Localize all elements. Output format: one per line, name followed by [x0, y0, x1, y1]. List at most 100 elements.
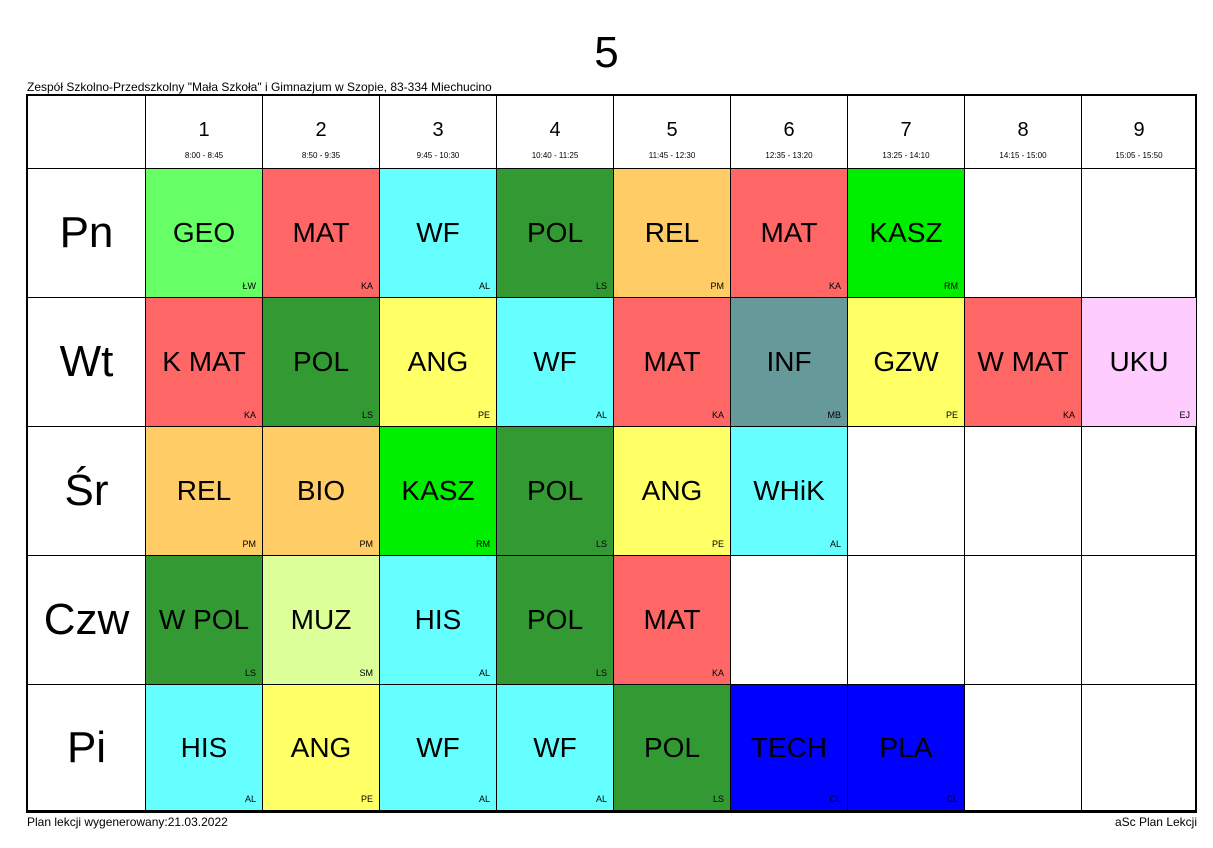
lesson-teacher: AL [478, 281, 490, 291]
lesson-teacher: LS [712, 794, 724, 804]
timetable-grid: 1 8:00 - 8:45 2 8:50 - 9:35 3 9:45 - 10:30 4 10… [26, 94, 1197, 813]
period-time: 15:05 - 15:50 [1115, 151, 1163, 160]
lesson-cell[interactable]: POL LS [497, 556, 614, 685]
lesson-cell[interactable]: MAT KA [731, 169, 848, 298]
period-header: 8 14:15 - 15:00 [965, 96, 1082, 169]
lesson-cell[interactable]: INF MB [731, 298, 848, 427]
lesson-subject: POL [526, 604, 584, 635]
period-header: 7 13:25 - 14:10 [848, 96, 965, 169]
lesson-subject: BIO [296, 475, 346, 506]
lesson-teacher: MB [827, 410, 842, 420]
lesson-subject: PLA [879, 731, 933, 763]
lesson-subject: ANG [407, 346, 469, 377]
lesson-cell[interactable]: MAT KA [263, 169, 380, 298]
lesson-cell[interactable]: REL PM [614, 169, 731, 298]
lesson-subject: GZW [873, 346, 939, 377]
lesson-subject: POL [526, 217, 584, 248]
lesson-teacher: EJ [1179, 410, 1190, 420]
period-time: 14:15 - 15:00 [999, 151, 1047, 160]
period-number: 4 [549, 119, 561, 141]
lesson-subject: REL [176, 475, 232, 506]
period-number: 2 [315, 119, 327, 141]
lesson-cell[interactable]: HIS AL [380, 556, 497, 685]
corner-cell [28, 96, 146, 169]
period-header: 3 9:45 - 10:30 [380, 96, 497, 169]
day-name: Śr [64, 466, 109, 515]
lesson-teacher: PM [359, 539, 374, 549]
period-number: 1 [198, 119, 210, 141]
lesson-cell[interactable]: POL LS [497, 169, 614, 298]
period-header: 1 8:00 - 8:45 [146, 96, 263, 169]
lesson-cell[interactable]: K MAT KA [146, 298, 263, 427]
lesson-cell[interactable]: BIO PM [263, 427, 380, 556]
empty-cell [731, 556, 848, 685]
lesson-teacher: PE [711, 539, 724, 549]
period-time: 11:45 - 12:30 [648, 151, 696, 160]
lesson-cell[interactable]: REL PM [146, 427, 263, 556]
lesson-cell[interactable]: WF AL [497, 685, 614, 811]
lesson-cell[interactable]: ANG PE [380, 298, 497, 427]
lesson-cell[interactable]: TECH CL [731, 685, 848, 811]
empty-cell [965, 169, 1082, 298]
lesson-cell[interactable]: UKU EJ [1082, 298, 1197, 427]
lesson-teacher: PM [710, 281, 725, 291]
lesson-cell[interactable]: POL LS [497, 427, 614, 556]
lesson-teacher: PE [945, 410, 958, 420]
lesson-subject: MAT [643, 604, 701, 635]
lesson-cell[interactable]: KASZ RM [380, 427, 497, 556]
day-label: Pn [28, 169, 146, 298]
day-label: Śr [28, 427, 146, 556]
lesson-cell[interactable]: POL LS [614, 685, 731, 811]
lesson-cell[interactable]: GZW PE [848, 298, 965, 427]
empty-cell [1082, 685, 1197, 811]
lesson-teacher: KA [360, 281, 373, 291]
lesson-teacher: AL [595, 794, 607, 804]
lesson-cell[interactable]: MAT KA [614, 298, 731, 427]
lesson-subject: MAT [292, 217, 350, 248]
lesson-cell[interactable]: POL LS [263, 298, 380, 427]
lesson-teacher: LS [361, 410, 373, 420]
period-number: 5 [666, 119, 678, 141]
lesson-cell[interactable]: WF AL [380, 169, 497, 298]
lesson-teacher: LS [595, 281, 607, 291]
lesson-cell[interactable]: WF AL [380, 685, 497, 811]
lesson-teacher: CL [946, 794, 958, 804]
lesson-subject: UKU [1109, 346, 1169, 377]
lesson-cell[interactable]: HIS AL [146, 685, 263, 811]
lesson-subject: POL [292, 346, 350, 377]
lesson-cell[interactable]: ANG PE [614, 427, 731, 556]
day-label: Wt [28, 298, 146, 427]
lesson-cell[interactable]: WF AL [497, 298, 614, 427]
lesson-cell[interactable]: MUZ SM [263, 556, 380, 685]
period-number: 3 [432, 119, 444, 141]
period-header: 2 8:50 - 9:35 [263, 96, 380, 169]
lesson-subject: W MAT [977, 346, 1069, 377]
lesson-cell[interactable]: WHiK AL [731, 427, 848, 556]
lesson-subject: HIS [180, 731, 228, 763]
lesson-subject: REL [644, 217, 700, 248]
school-name: Zespół Szkolno-Przedszkolny "Mała Szkoła… [27, 80, 492, 94]
day-label: Pi [28, 685, 146, 811]
lesson-subject: ANG [641, 475, 703, 506]
lesson-cell[interactable]: GEO ŁW [146, 169, 263, 298]
lesson-cell[interactable]: W POL LS [146, 556, 263, 685]
lesson-teacher: KA [711, 668, 724, 678]
lesson-cell[interactable]: W MAT KA [965, 298, 1082, 427]
period-number: 9 [1133, 119, 1145, 141]
period-time: 8:00 - 8:45 [184, 151, 224, 160]
lesson-teacher: PE [477, 410, 490, 420]
lesson-teacher: AL [829, 539, 841, 549]
day-name: Czw [43, 595, 130, 644]
lesson-subject: K MAT [162, 346, 246, 377]
lesson-teacher: LS [595, 539, 607, 549]
empty-cell [1082, 169, 1197, 298]
lesson-subject: TECH [750, 731, 828, 763]
empty-cell [965, 685, 1082, 811]
lesson-cell[interactable]: ANG PE [263, 685, 380, 811]
lesson-subject: ANG [290, 731, 352, 763]
lesson-cell[interactable]: PLA CL [848, 685, 965, 811]
lesson-cell[interactable]: KASZ RM [848, 169, 965, 298]
lesson-teacher: AL [478, 668, 490, 678]
lesson-teacher: AL [244, 794, 256, 804]
lesson-cell[interactable]: MAT KA [614, 556, 731, 685]
